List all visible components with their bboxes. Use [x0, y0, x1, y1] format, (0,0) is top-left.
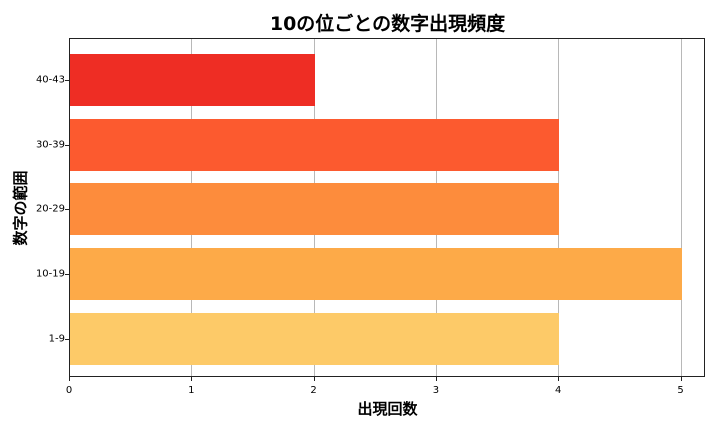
- plot-area: [69, 38, 705, 377]
- y-tick-label: 20-29: [35, 203, 65, 215]
- gridline: [680, 39, 682, 376]
- y-tick-mark: [65, 209, 69, 211]
- x-tick-label: 0: [65, 385, 73, 396]
- x-axis-label: 出現回数: [357, 400, 418, 418]
- chart-title: 10の位ごとの数字出現頻度: [269, 13, 506, 35]
- y-tick-label: 30-39: [35, 139, 65, 151]
- y-tick-label: 1-9: [48, 333, 65, 344]
- y-tick-mark: [65, 144, 69, 146]
- x-tick-label: 4: [555, 385, 562, 396]
- x-tick-label: 1: [188, 385, 195, 396]
- x-tick-mark: [558, 377, 560, 381]
- x-tick-mark: [680, 377, 682, 381]
- x-tick-label: 2: [310, 385, 317, 396]
- x-tick-mark: [69, 377, 70, 381]
- bar-20-29: [70, 183, 560, 236]
- bar-10-19: [70, 247, 682, 300]
- y-axis-label: 数字の範囲: [11, 170, 30, 246]
- x-tick-mark: [313, 377, 315, 381]
- x-tick-mark: [191, 377, 193, 381]
- y-tick-mark: [65, 338, 69, 340]
- bar-40-43: [70, 54, 315, 107]
- x-tick-label: 5: [677, 385, 684, 396]
- y-tick-label: 10-19: [35, 268, 65, 280]
- x-tick-label: 3: [432, 385, 440, 396]
- y-tick-label: 40-43: [35, 74, 65, 86]
- bar-1-9: [70, 312, 560, 365]
- x-tick-mark: [435, 377, 437, 381]
- y-tick-mark: [65, 273, 69, 275]
- y-tick-mark: [65, 80, 69, 82]
- bar-30-39: [70, 118, 560, 171]
